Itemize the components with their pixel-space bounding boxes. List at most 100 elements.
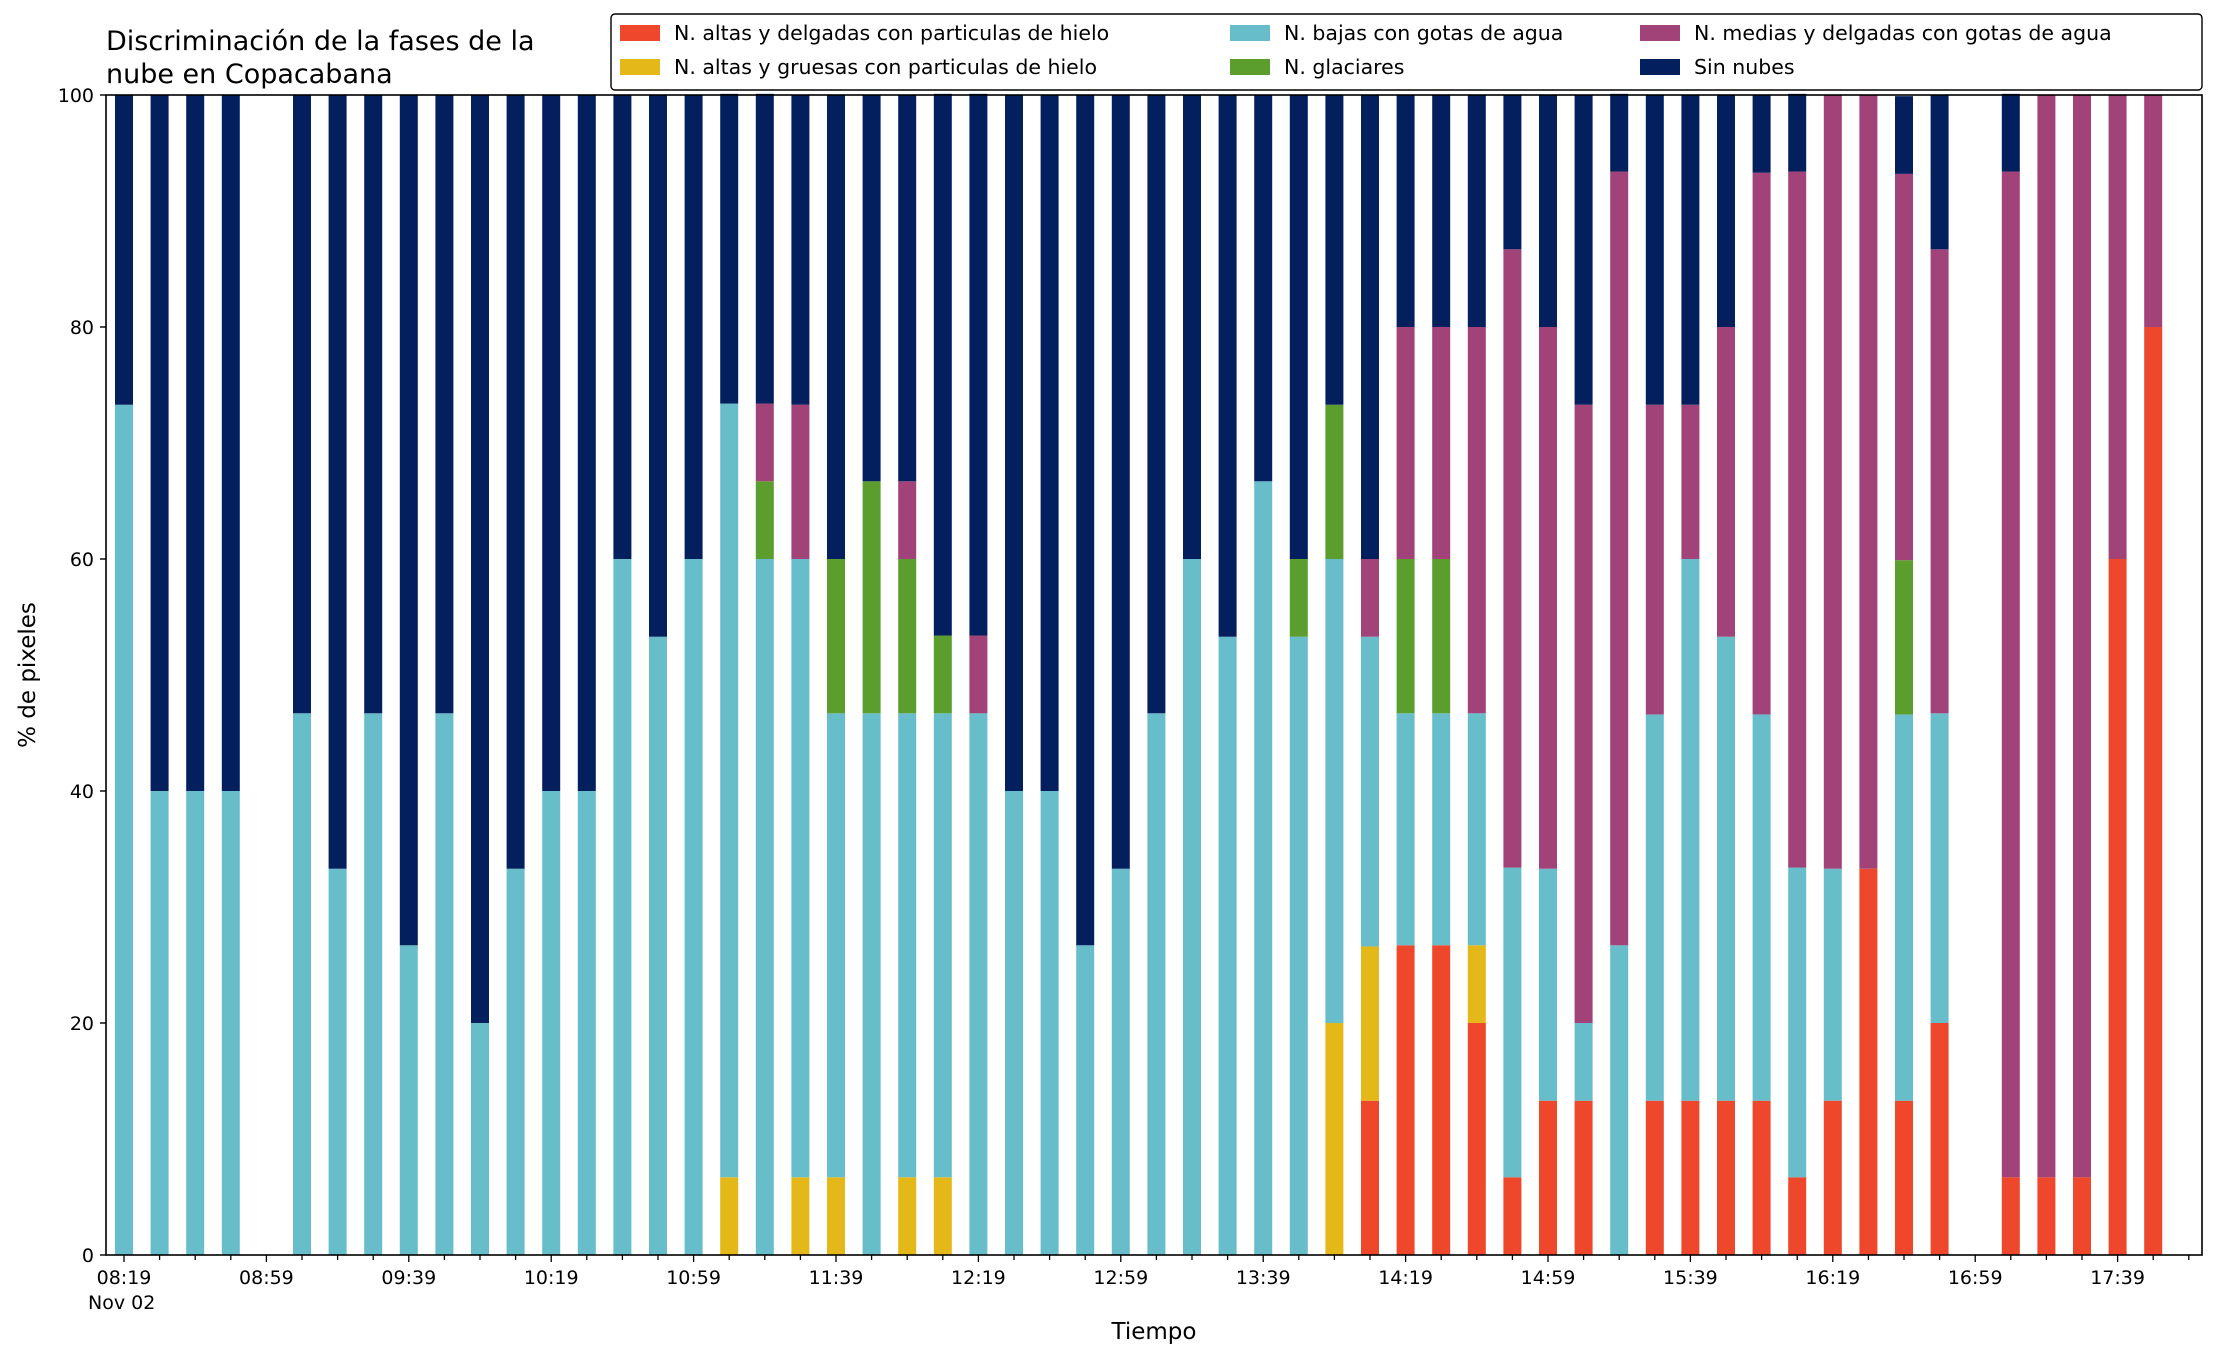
bar-segment: [862, 95, 881, 482]
bar-segment: [684, 559, 703, 1255]
bar-segment: [1717, 1100, 1735, 1255]
x-tick-label: 08:59: [239, 1267, 294, 1289]
bar-segment: [1361, 95, 1379, 559]
bar-segment: [1040, 95, 1059, 791]
bar-segment: [1823, 1100, 1842, 1255]
bar-segment: [1610, 945, 1629, 1255]
bar-segment: [1859, 95, 1878, 869]
bar-segment: [1111, 95, 1130, 869]
bar-segment: [2108, 559, 2127, 1255]
bar-segment: [1289, 559, 1308, 637]
legend-label: N. altas y delgadas con particulas de hi…: [674, 21, 1109, 45]
bar-segment: [1574, 95, 1593, 405]
bar-segment: [933, 713, 952, 1178]
bar-segment: [115, 95, 133, 405]
bar-segment: [1645, 95, 1664, 405]
bar-segment: [1361, 636, 1379, 947]
x-tick-label: 11:39: [809, 1267, 864, 1289]
bar-segment: [1361, 946, 1379, 1101]
bar-segment: [435, 95, 454, 714]
legend-label: N. bajas con gotas de agua: [1284, 21, 1563, 45]
x-tick-label: 09:39: [381, 1267, 436, 1289]
bar-segment: [969, 635, 988, 714]
bar-segment: [1645, 1100, 1664, 1255]
bar-segment: [1930, 713, 1949, 1023]
bar-segment: [720, 403, 739, 1178]
bar-segment: [542, 791, 561, 1255]
bar-segment: [1432, 95, 1451, 327]
y-axis: 0 20 40 60 80 100: [58, 85, 106, 1267]
legend-swatch: [1640, 25, 1680, 41]
bar-segment: [933, 635, 952, 714]
bar-segment: [827, 559, 845, 714]
x-axis: 08:19 08:59 09:39 10:19 10:59 11:39 12:19 12:59…: [88, 1255, 2190, 1314]
bar-segment: [1717, 636, 1735, 1101]
bar-segment: [1681, 95, 1700, 405]
bar-segment: [1752, 1100, 1771, 1255]
bar-segment: [827, 95, 845, 559]
bar-segment: [150, 791, 169, 1255]
bar-segment: [2144, 327, 2163, 1255]
bar-segment: [933, 1177, 952, 1255]
legend-label: N. medias y delgadas con gotas de agua: [1694, 21, 2112, 45]
y-tick-label: 80: [70, 317, 94, 339]
bar-segment: [1503, 1177, 1522, 1255]
bar-segment: [1467, 945, 1486, 1023]
bar-segment: [1467, 1023, 1486, 1255]
bar-segment: [898, 559, 917, 714]
y-tick-label: 20: [70, 1013, 94, 1035]
bar-segment: [2073, 95, 2091, 1178]
bar-segment: [1325, 95, 1344, 405]
bar-segment: [115, 404, 133, 1256]
bar-segment: [1930, 1023, 1949, 1255]
bar-segment: [1717, 95, 1735, 327]
bar-segment: [221, 791, 240, 1255]
bar-segment: [649, 95, 667, 637]
bar-segment: [1325, 404, 1344, 559]
bar-segment: [399, 945, 418, 1255]
bar-segment: [1432, 559, 1451, 714]
bar-segment: [1432, 713, 1451, 946]
bar-segment: [506, 95, 525, 869]
bar-segment: [1396, 945, 1415, 1255]
x-tick-label: 14:59: [1521, 1267, 1576, 1289]
bars-layer: [115, 93, 2163, 1256]
y-tick-label: 40: [70, 781, 94, 803]
bar-segment: [1076, 945, 1095, 1255]
bar-segment: [1325, 559, 1344, 1023]
bar-segment: [2144, 95, 2163, 327]
bar-segment: [755, 93, 774, 404]
bar-segment: [755, 559, 774, 1255]
bar-segment: [1254, 95, 1273, 482]
bar-segment: [1574, 1100, 1593, 1255]
x-tick-label: 14:19: [1378, 1267, 1433, 1289]
bar-segment: [1040, 791, 1059, 1255]
bar-segment: [1005, 95, 1023, 791]
bar-segment: [1432, 327, 1451, 559]
legend-swatch: [1230, 25, 1270, 41]
bar-segment: [827, 713, 845, 1178]
bar-segment: [1539, 1100, 1557, 1255]
bar-segment: [1396, 559, 1415, 714]
bar-segment: [649, 636, 667, 1255]
bar-segment: [791, 404, 810, 559]
bar-segment: [1432, 945, 1451, 1255]
bar-segment: [150, 95, 169, 791]
bar-segment: [293, 95, 311, 714]
legend-swatch: [1640, 59, 1680, 75]
bar-segment: [2001, 93, 2020, 172]
bar-segment: [328, 95, 347, 869]
legend-frame: [610, 13, 2203, 91]
x-tick-label: 12:59: [1093, 1267, 1148, 1289]
bar-segment: [1717, 327, 1735, 637]
bar-segment: [720, 93, 739, 404]
bar-segment: [435, 713, 454, 1255]
chart-title-line-1: Discriminación de la fases de la: [106, 26, 535, 57]
bar-segment: [1396, 95, 1415, 327]
bar-segment: [1788, 1177, 1807, 1255]
bar-segment: [1788, 867, 1807, 1178]
bar-segment: [684, 95, 703, 559]
bar-segment: [2108, 95, 2127, 559]
